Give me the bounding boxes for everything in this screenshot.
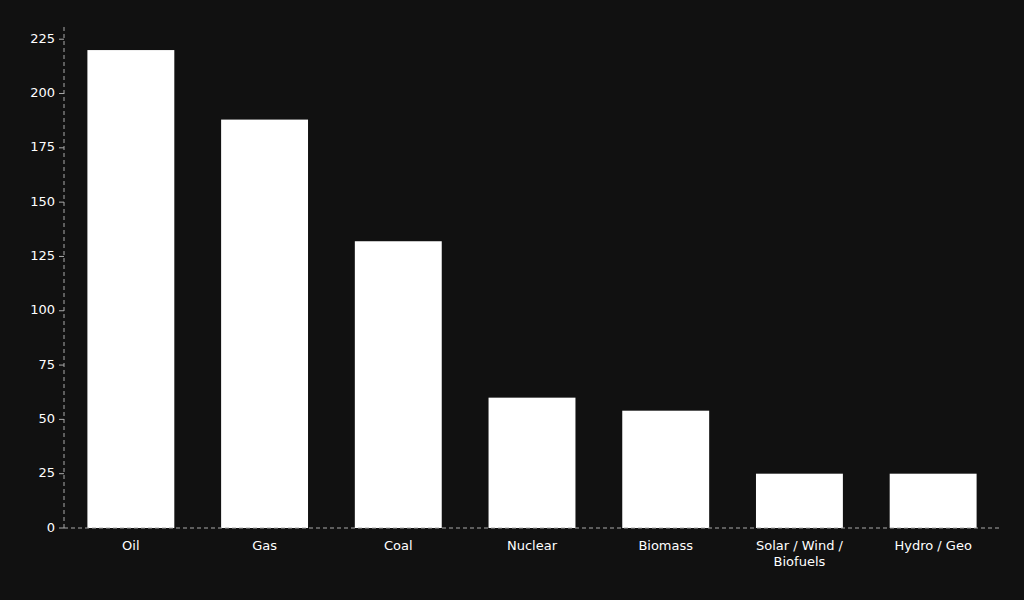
chart-svg: 0 25 50 75 100 125 150 175 200 225 Oil Gas Coal Nucle… — [0, 0, 1024, 600]
y-tick — [59, 147, 64, 148]
bar — [355, 241, 442, 528]
x-tick-label: Hydro / Geo — [894, 538, 971, 553]
y-tick — [59, 93, 64, 94]
bar — [489, 398, 576, 528]
x-tick-label: Nuclear — [507, 538, 558, 553]
x-tick-label: Oil — [122, 538, 139, 553]
bar — [87, 50, 174, 528]
x-axis: Oil Gas Coal Nuclear Biomass Solar / Wind /Bi… — [122, 538, 972, 569]
y-tick — [59, 473, 64, 474]
x-tick-label: Coal — [384, 538, 413, 553]
y-tick-label: 75 — [38, 357, 55, 372]
bar — [622, 411, 709, 528]
y-tick-label: 50 — [38, 411, 55, 426]
y-tick-label: 125 — [30, 248, 55, 263]
chart-container: 0 25 50 75 100 125 150 175 200 225 Oil Gas Coal Nucle… — [0, 0, 1024, 600]
x-tick-label: Biomass — [638, 538, 693, 553]
bars — [87, 50, 976, 528]
y-tick — [59, 39, 64, 40]
bar — [890, 474, 977, 528]
y-tick-label: 200 — [30, 85, 55, 100]
y-tick-label: 150 — [30, 194, 55, 209]
y-tick-label: 100 — [30, 302, 55, 317]
y-tick — [59, 528, 64, 529]
y-tick-label: 225 — [30, 31, 55, 46]
x-tick-label: Gas — [252, 538, 277, 553]
y-tick — [59, 256, 64, 257]
background — [0, 0, 1024, 600]
bar — [756, 474, 843, 528]
y-axis: 0 25 50 75 100 125 150 175 200 225 — [30, 31, 64, 535]
bar — [221, 120, 308, 528]
y-tick-label: 0 — [47, 520, 55, 535]
y-axis-line — [64, 24, 65, 528]
y-tick — [59, 202, 64, 203]
x-axis-line — [64, 528, 1000, 529]
y-tick — [59, 419, 64, 420]
y-tick-label: 25 — [38, 465, 55, 480]
y-tick — [59, 310, 64, 311]
y-tick — [59, 365, 64, 366]
x-tick-label: Solar / Wind /Biofuels — [756, 538, 844, 569]
y-tick-label: 175 — [30, 139, 55, 154]
